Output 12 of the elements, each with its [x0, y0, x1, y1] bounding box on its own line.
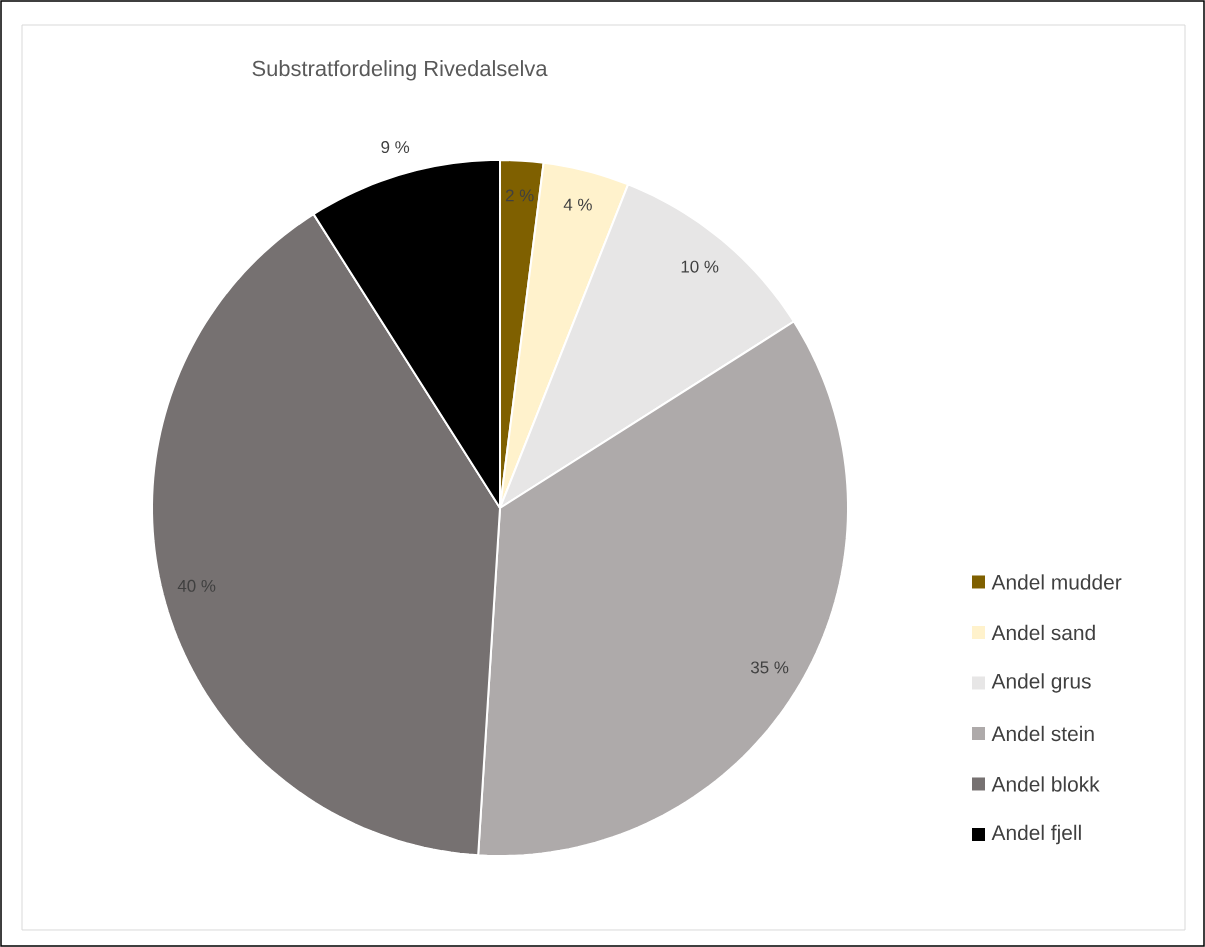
data-label: 4 %	[563, 198, 592, 211]
chart-title: Substratfordeling Rivedalselva	[252, 60, 548, 81]
data-label: 35 %	[750, 661, 789, 674]
legend-label: Andel sand	[991, 624, 1095, 641]
legend-label: Andel grus	[991, 673, 1091, 693]
legend-label: Andel fjell	[991, 824, 1081, 845]
data-label: 2 %	[505, 189, 534, 202]
data-label: 10 %	[681, 260, 719, 273]
legend-label: Andel mudder	[991, 574, 1122, 590]
legend-label: Andel stein	[991, 725, 1094, 742]
data-label: 9 %	[381, 141, 410, 154]
legend-label: Andel blokk	[991, 776, 1100, 792]
